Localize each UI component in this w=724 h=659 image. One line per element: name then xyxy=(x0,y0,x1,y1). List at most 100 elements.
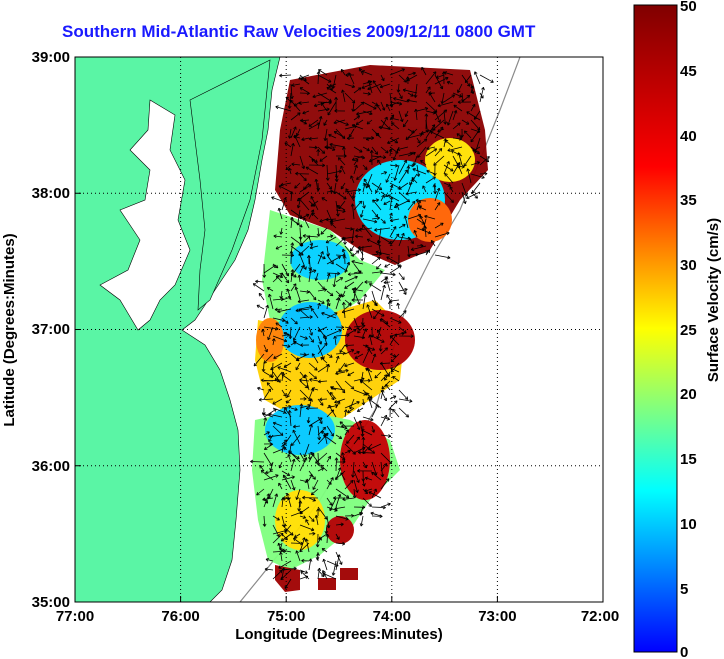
velocity-arrow-head xyxy=(288,404,292,407)
velocity-arrow-head xyxy=(380,348,383,352)
velocity-arrow-head xyxy=(271,196,275,198)
velocity-arrow-head xyxy=(298,252,300,256)
velocity-arrow-head xyxy=(466,111,469,115)
velocity-arrow xyxy=(368,80,373,94)
velocity-arrow xyxy=(299,290,310,293)
velocity-arrow xyxy=(342,248,346,256)
velocity-arrow-head xyxy=(458,122,461,126)
velocity-arrow-head xyxy=(390,460,393,464)
velocity-arrow-head xyxy=(352,453,356,455)
velocity-arrow-head xyxy=(450,150,454,154)
velocity-arrow-head xyxy=(418,173,421,177)
velocity-arrow-head xyxy=(383,155,387,158)
velocity-arrow-head xyxy=(409,399,413,402)
velocity-arrow-head xyxy=(370,512,374,516)
velocity-arrow-head xyxy=(311,520,315,522)
velocity-arrow-head xyxy=(332,190,335,194)
velocity-arrow-head xyxy=(285,322,289,324)
velocity-arrow-head xyxy=(299,378,303,381)
velocity-arrow xyxy=(317,227,320,237)
velocity-arrow xyxy=(361,429,373,436)
velocity-arrow-head xyxy=(352,203,355,207)
velocity-arrow-head xyxy=(295,368,299,371)
velocity-arrow xyxy=(278,543,283,553)
velocity-arrow-head xyxy=(429,131,433,135)
velocity-arrow-head xyxy=(440,148,443,152)
velocity-arrow-head xyxy=(407,254,410,258)
velocity-arrow-head xyxy=(382,474,385,478)
velocity-arrow xyxy=(292,429,301,445)
velocity-arrow xyxy=(392,376,400,382)
velocity-arrow-head xyxy=(335,312,338,316)
velocity-arrow xyxy=(479,87,484,103)
velocity-arrow-head xyxy=(321,152,325,154)
velocity-arrow-head xyxy=(342,209,346,212)
velocity-arrow xyxy=(371,335,385,343)
velocity-arrow xyxy=(384,371,391,381)
velocity-arrow xyxy=(299,335,308,340)
velocity-arrow-head xyxy=(294,322,298,325)
velocity-arrow-head xyxy=(255,280,259,284)
velocity-arrow-head xyxy=(346,440,348,444)
velocity-arrow xyxy=(326,256,341,265)
velocity-arrow xyxy=(425,148,437,157)
velocity-arrow-head xyxy=(329,142,333,145)
velocity-arrow-head xyxy=(351,474,354,478)
velocity-arrow-head xyxy=(265,470,268,474)
velocity-arrow-head xyxy=(382,284,385,288)
velocity-arrow xyxy=(288,167,292,175)
velocity-arrow-head xyxy=(389,212,392,216)
velocity-arrow-head xyxy=(360,101,364,104)
velocity-arrow-head xyxy=(358,420,361,424)
velocity-arrow-head xyxy=(355,490,358,493)
velocity-arrow-head xyxy=(367,367,370,371)
velocity-arrow-head xyxy=(277,311,281,314)
velocity-arrow-head xyxy=(464,130,468,133)
velocity-arrow xyxy=(466,111,481,121)
velocity-arrow xyxy=(443,182,451,187)
velocity-arrow-head xyxy=(410,247,414,251)
velocity-arrow-head xyxy=(329,273,331,277)
velocity-arrow xyxy=(308,335,314,343)
velocity-arrow xyxy=(326,329,342,337)
velocity-arrow-head xyxy=(441,71,445,75)
velocity-arrow-head xyxy=(300,214,303,218)
velocity-arrow-head xyxy=(426,170,429,174)
velocity-arrow xyxy=(268,434,283,438)
velocity-arrow-head xyxy=(345,368,349,371)
velocity-arrow xyxy=(441,92,445,104)
velocity-arrow-head xyxy=(319,399,323,402)
velocity-arrow-head xyxy=(488,156,490,160)
velocity-arrow-head xyxy=(334,110,338,113)
velocity-arrow-head xyxy=(386,180,390,183)
velocity-arrow xyxy=(312,479,319,490)
velocity-arrow xyxy=(371,299,378,307)
velocity-arrow xyxy=(407,152,416,157)
velocity-arrow-head xyxy=(367,80,369,84)
velocity-arrow xyxy=(273,235,283,238)
velocity-arrow-head xyxy=(308,558,312,562)
velocity-arrow-head xyxy=(292,429,296,433)
velocity-arrow-head xyxy=(347,372,350,376)
velocity-arrow xyxy=(380,101,385,111)
velocity-arrow xyxy=(371,290,377,306)
velocity-arrow-head xyxy=(363,328,367,331)
velocity-arrow-head xyxy=(382,157,386,160)
velocity-arrow-head xyxy=(425,107,429,111)
velocity-arrow-head xyxy=(341,249,344,253)
velocity-arrow xyxy=(317,326,328,332)
velocity-arrow-head xyxy=(383,398,387,402)
velocity-arrow-head xyxy=(378,126,382,130)
velocity-arrow-head xyxy=(359,214,362,218)
velocity-arrow-head xyxy=(345,429,349,432)
velocity-arrow xyxy=(351,227,355,244)
velocity-arrow-head xyxy=(315,159,318,163)
velocity-arrow-head xyxy=(300,118,304,122)
velocity-arrow-head xyxy=(399,96,403,99)
velocity-arrow-head xyxy=(421,133,425,135)
velocity-arrow-head xyxy=(263,368,266,372)
velocity-arrow-head xyxy=(376,302,378,306)
velocity-arrow-head xyxy=(287,454,291,457)
velocity-arrow xyxy=(340,472,346,481)
velocity-arrow xyxy=(259,398,274,401)
